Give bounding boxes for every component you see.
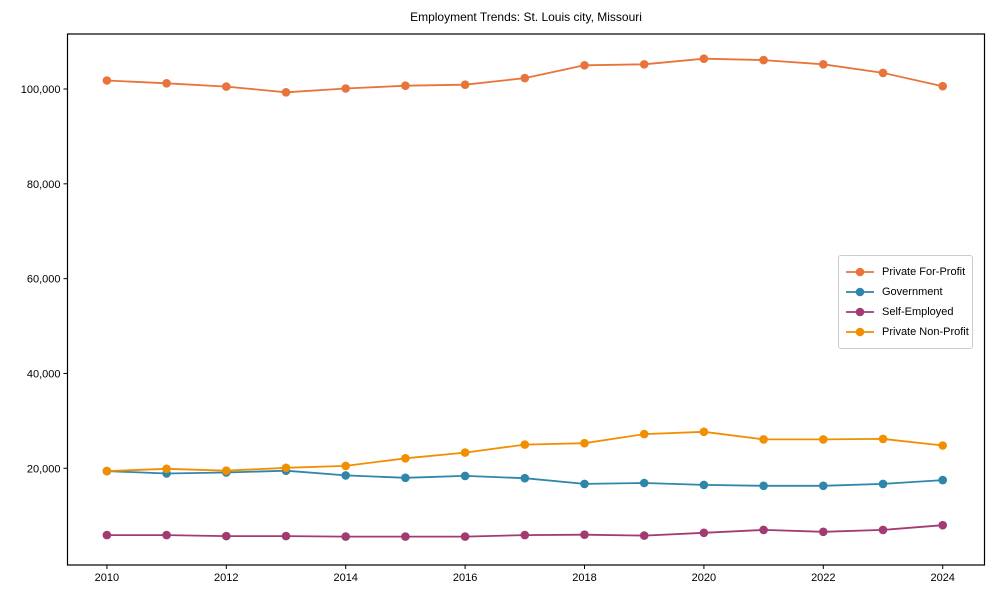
data-point-private-for-profit-2017 bbox=[520, 73, 530, 83]
data-point-private-for-profit-2013 bbox=[281, 88, 291, 97]
data-point-private-non-profit-2015 bbox=[401, 454, 410, 463]
data-point-private-non-profit-2019 bbox=[639, 429, 649, 439]
legend-swatch-line-marker bbox=[846, 327, 874, 337]
y-tick-label: 40,000 bbox=[27, 368, 61, 380]
data-point-private-non-profit-2016 bbox=[460, 448, 470, 457]
data-point-self-employed-2012 bbox=[222, 531, 231, 541]
x-tick-label: 2010 bbox=[95, 572, 119, 584]
data-point-government-2019 bbox=[639, 478, 649, 488]
y-tick-label: 60,000 bbox=[27, 274, 61, 286]
data-point-private-for-profit-2019 bbox=[639, 60, 649, 69]
chart-legend: Private For-Profit Government Self-Emplo… bbox=[838, 255, 973, 349]
legend-label: Self-Employed bbox=[882, 306, 954, 318]
data-point-self-employed-2020 bbox=[699, 528, 709, 538]
data-point-government-2015 bbox=[401, 473, 410, 483]
y-tick-label: 100,000 bbox=[21, 84, 61, 96]
data-point-self-employed-2013 bbox=[281, 531, 291, 541]
data-point-self-employed-2015 bbox=[401, 532, 410, 541]
data-point-private-for-profit-2011 bbox=[162, 79, 171, 88]
data-point-private-for-profit-2021 bbox=[759, 55, 768, 65]
data-point-private-non-profit-2010 bbox=[102, 466, 112, 476]
legend-swatch-line-marker bbox=[846, 287, 874, 297]
data-point-private-non-profit-2024 bbox=[938, 441, 947, 450]
data-point-private-non-profit-2013 bbox=[281, 463, 291, 473]
data-point-private-for-profit-2022 bbox=[819, 60, 828, 69]
data-point-private-for-profit-2010 bbox=[102, 76, 112, 85]
data-point-private-for-profit-2014 bbox=[341, 84, 351, 93]
x-tick-label: 2014 bbox=[333, 572, 357, 584]
series-line-private-non-profit bbox=[106, 430, 944, 473]
data-point-self-employed-2014 bbox=[341, 532, 351, 541]
x-tick-label: 2020 bbox=[692, 572, 716, 584]
legend-label: Private Non-Profit bbox=[882, 326, 969, 338]
data-point-government-2018 bbox=[580, 479, 589, 489]
legend-swatch-line-marker bbox=[846, 307, 874, 317]
x-tick-label: 2016 bbox=[453, 572, 477, 584]
data-point-private-non-profit-2018 bbox=[580, 438, 589, 448]
data-point-self-employed-2022 bbox=[819, 527, 828, 537]
data-point-private-non-profit-2017 bbox=[520, 440, 530, 449]
data-point-private-non-profit-2022 bbox=[819, 435, 828, 444]
data-point-government-2020 bbox=[699, 480, 709, 490]
x-tick-label: 2018 bbox=[572, 572, 596, 584]
data-point-private-non-profit-2014 bbox=[341, 461, 351, 471]
legend-item-private-non-profit: Private Non-Profit bbox=[845, 322, 969, 342]
legend-label: Private For-Profit bbox=[882, 266, 966, 278]
data-point-private-non-profit-2020 bbox=[699, 427, 709, 437]
data-point-private-for-profit-2020 bbox=[699, 54, 709, 63]
x-tick-label: 2012 bbox=[214, 572, 238, 584]
data-point-government-2022 bbox=[819, 481, 828, 491]
y-tick-label: 20,000 bbox=[27, 463, 61, 475]
data-point-government-2016 bbox=[460, 471, 470, 481]
data-point-self-employed-2011 bbox=[162, 530, 171, 540]
legend-item-self-employed: Self-Employed bbox=[845, 302, 964, 322]
data-point-government-2014 bbox=[341, 471, 351, 480]
legend-label: Government bbox=[882, 286, 943, 298]
data-point-private-for-profit-2015 bbox=[401, 81, 410, 90]
x-tick-label: 2022 bbox=[811, 572, 835, 584]
data-point-self-employed-2010 bbox=[102, 530, 112, 540]
data-point-private-non-profit-2023 bbox=[878, 434, 888, 444]
data-point-private-for-profit-2016 bbox=[460, 80, 470, 89]
data-point-private-non-profit-2011 bbox=[162, 464, 171, 474]
legend-item-government: Government bbox=[845, 282, 964, 302]
legend-swatch-line-marker bbox=[846, 267, 874, 277]
legend-item-private-for-profit: Private For-Profit bbox=[845, 262, 966, 282]
data-point-self-employed-2016 bbox=[460, 532, 470, 541]
chart-title: Employment Trends: St. Louis city, Misso… bbox=[410, 10, 642, 24]
data-point-self-employed-2024 bbox=[938, 520, 947, 530]
data-point-private-for-profit-2024 bbox=[938, 81, 947, 91]
data-point-private-non-profit-2021 bbox=[759, 435, 768, 444]
data-point-self-employed-2021 bbox=[759, 525, 768, 535]
data-point-self-employed-2019 bbox=[639, 531, 649, 540]
y-tick-label: 80,000 bbox=[27, 179, 61, 191]
plot-border bbox=[66, 33, 986, 566]
data-point-government-2024 bbox=[938, 475, 947, 485]
data-point-private-for-profit-2023 bbox=[878, 68, 888, 78]
data-point-government-2017 bbox=[520, 473, 530, 483]
x-tick-label: 2024 bbox=[930, 572, 954, 584]
data-point-government-2023 bbox=[878, 479, 888, 489]
data-point-private-for-profit-2018 bbox=[580, 61, 589, 70]
data-point-self-employed-2023 bbox=[878, 525, 888, 535]
data-point-self-employed-2018 bbox=[580, 530, 589, 539]
data-point-government-2021 bbox=[759, 481, 768, 491]
data-point-private-non-profit-2012 bbox=[222, 466, 231, 476]
data-point-private-for-profit-2012 bbox=[222, 82, 231, 91]
data-point-self-employed-2017 bbox=[520, 530, 530, 540]
